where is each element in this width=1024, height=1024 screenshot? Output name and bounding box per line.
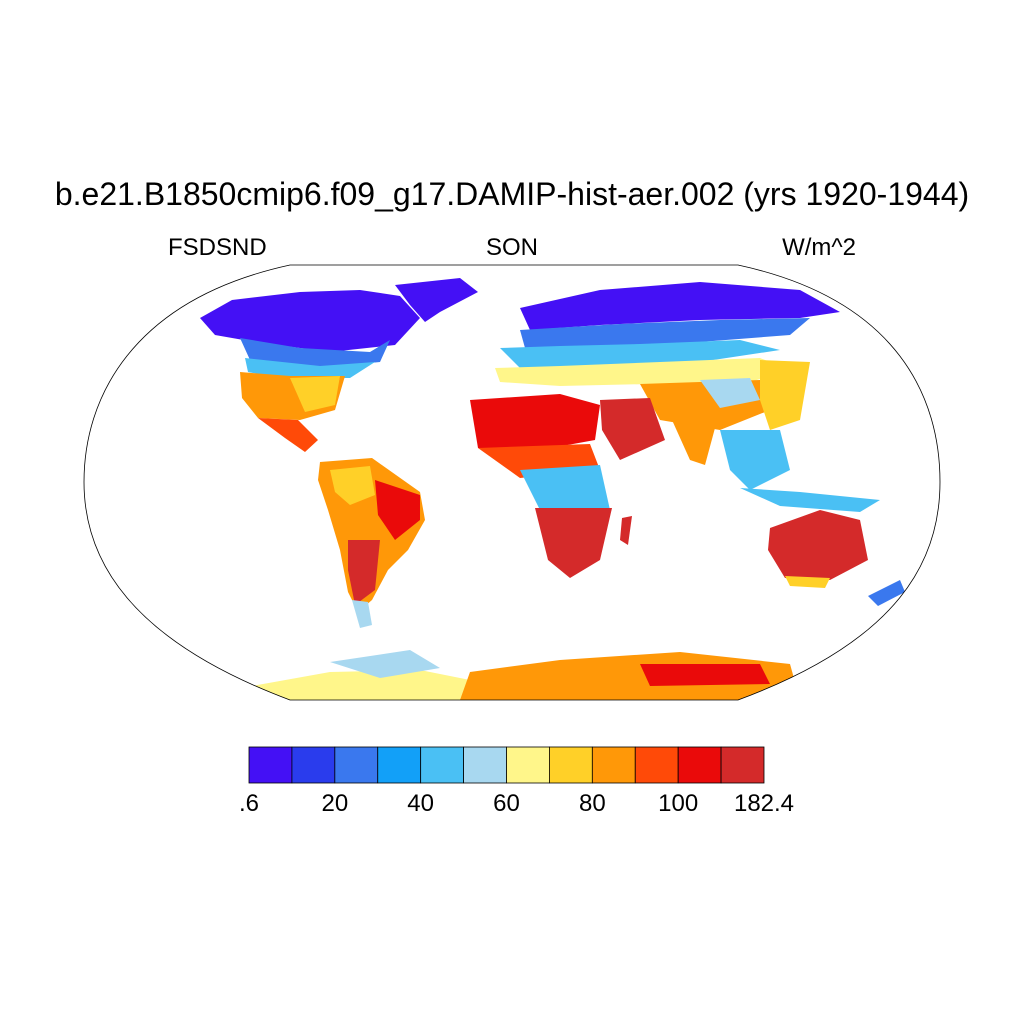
colorbar-swatch xyxy=(248,746,293,784)
arabia xyxy=(600,398,665,460)
brazil-east xyxy=(375,480,420,540)
colorbar-swatch xyxy=(463,746,507,784)
map-layer xyxy=(200,278,905,700)
north-america-north xyxy=(200,290,420,352)
colorbar-swatch xyxy=(720,746,765,784)
colorbar-swatch xyxy=(634,746,679,784)
colorbar-swatch xyxy=(291,746,336,784)
antarctica-west xyxy=(230,670,470,700)
india xyxy=(672,420,715,465)
russia-mid xyxy=(520,318,810,348)
amazon xyxy=(330,466,375,505)
central-africa xyxy=(520,465,610,510)
madagascar xyxy=(620,516,632,545)
new-zealand xyxy=(868,580,905,606)
canada-mid xyxy=(240,338,390,368)
colorbar-tick-label: 100 xyxy=(658,790,699,817)
australia xyxy=(768,510,868,580)
variable-label: FSDSND xyxy=(168,234,267,261)
east-asia xyxy=(760,360,810,430)
indonesia xyxy=(740,488,880,512)
argentina xyxy=(348,540,380,605)
antarctica-interior xyxy=(640,664,770,686)
mediterranean-asia xyxy=(495,358,790,386)
colorbar-swatch xyxy=(549,746,593,784)
australia-south xyxy=(785,576,830,588)
siberia xyxy=(520,282,840,330)
colorbar-tick-label: 40 xyxy=(407,790,435,817)
colorbar-swatch xyxy=(334,746,379,784)
colorbar-swatch xyxy=(506,746,550,784)
colorbar-swatch xyxy=(420,746,464,784)
globe-outline xyxy=(83,264,941,701)
southeast-asia xyxy=(720,430,790,490)
tibet xyxy=(700,378,760,408)
colorbar-tick-label: 20 xyxy=(321,790,349,817)
colorbar xyxy=(248,746,765,784)
canada-south xyxy=(245,358,375,378)
mexico xyxy=(258,418,318,452)
units-label: W/m^2 xyxy=(782,234,856,261)
plot-title: b.e21.B1850cmip6.f09_g17.DAMIP-hist-aer.… xyxy=(54,176,970,212)
colorbar-tick-label: 80 xyxy=(578,790,606,817)
colorbar-swatch xyxy=(591,746,636,784)
sahara xyxy=(470,394,600,450)
europe xyxy=(500,340,780,368)
colorbar-tick-label: .6 xyxy=(238,790,260,817)
colorbar-tick-label: 182.4 xyxy=(733,790,795,817)
patagonia xyxy=(352,600,372,628)
colorbar-swatch xyxy=(677,746,722,784)
colorbar-tick-label: 60 xyxy=(493,790,520,817)
greenland xyxy=(395,278,478,322)
colorbar-swatch xyxy=(377,746,422,784)
usa-east xyxy=(290,376,340,412)
season-label: SON xyxy=(485,234,538,261)
southern-africa xyxy=(535,508,612,578)
antarctica-peninsula xyxy=(330,650,440,678)
